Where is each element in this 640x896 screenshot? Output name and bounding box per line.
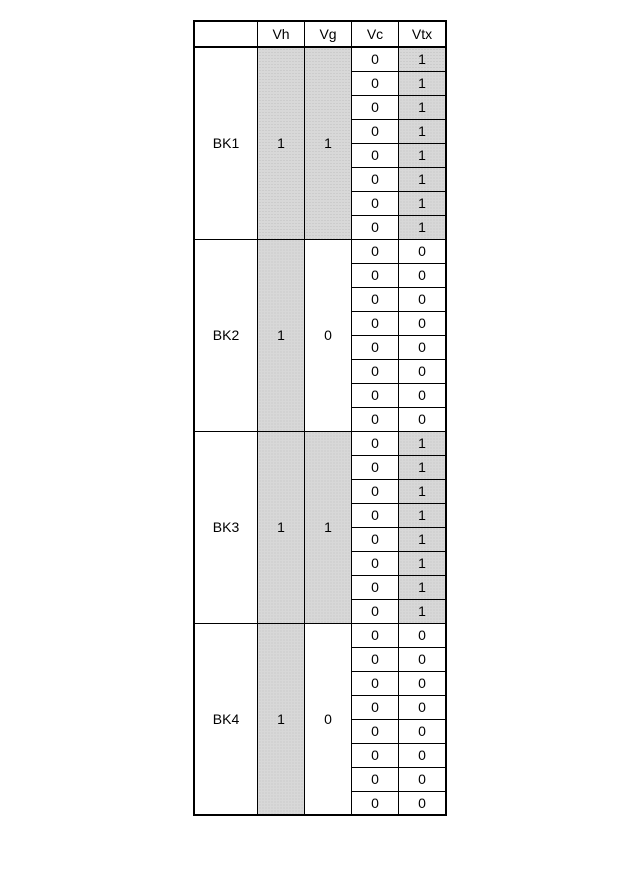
vc-cell: 0 [352, 47, 399, 71]
vc-cell: 0 [352, 455, 399, 479]
vtx-cell: 0 [399, 719, 447, 743]
vc-cell: 0 [352, 575, 399, 599]
vg-cell: 1 [305, 431, 352, 623]
vtx-cell: 0 [399, 647, 447, 671]
block-label: BK1 [194, 47, 258, 239]
vtx-cell: 1 [399, 95, 447, 119]
vc-cell: 0 [352, 431, 399, 455]
vc-cell: 0 [352, 647, 399, 671]
vtx-cell: 0 [399, 263, 447, 287]
vtx-cell: 1 [399, 71, 447, 95]
block-label: BK3 [194, 431, 258, 623]
vtx-cell: 1 [399, 455, 447, 479]
vc-cell: 0 [352, 239, 399, 263]
vc-cell: 0 [352, 503, 399, 527]
vtx-cell: 1 [399, 431, 447, 455]
vtx-cell: 1 [399, 479, 447, 503]
vtx-cell: 0 [399, 743, 447, 767]
vtx-cell: 0 [399, 407, 447, 431]
header-blank [194, 21, 258, 47]
vtx-cell: 0 [399, 383, 447, 407]
table-row: BK41000 [194, 623, 446, 647]
vc-cell: 0 [352, 119, 399, 143]
table-row: BK31101 [194, 431, 446, 455]
header-vc: Vc [352, 21, 399, 47]
vc-cell: 0 [352, 143, 399, 167]
vc-cell: 0 [352, 263, 399, 287]
vc-cell: 0 [352, 527, 399, 551]
vtx-cell: 0 [399, 287, 447, 311]
vtx-cell: 0 [399, 239, 447, 263]
vtx-cell: 1 [399, 143, 447, 167]
vtx-cell: 0 [399, 623, 447, 647]
vg-cell: 0 [305, 239, 352, 431]
vc-cell: 0 [352, 215, 399, 239]
vc-cell: 0 [352, 479, 399, 503]
vc-cell: 0 [352, 167, 399, 191]
vtx-cell: 0 [399, 767, 447, 791]
vc-cell: 0 [352, 191, 399, 215]
vtx-cell: 0 [399, 695, 447, 719]
vtx-cell: 0 [399, 335, 447, 359]
vc-cell: 0 [352, 71, 399, 95]
vtx-cell: 0 [399, 311, 447, 335]
vtx-cell: 0 [399, 359, 447, 383]
voltage-table: Vh Vg Vc Vtx BK1110101010101010101BK2100… [193, 20, 447, 816]
vtx-cell: 0 [399, 791, 447, 815]
vc-cell: 0 [352, 311, 399, 335]
vc-cell: 0 [352, 551, 399, 575]
vtx-cell: 1 [399, 503, 447, 527]
vg-cell: 1 [305, 47, 352, 239]
header-vtx: Vtx [399, 21, 447, 47]
vh-cell: 1 [258, 623, 305, 815]
vtx-cell: 1 [399, 47, 447, 71]
vh-cell: 1 [258, 239, 305, 431]
vtx-cell: 1 [399, 191, 447, 215]
vc-cell: 0 [352, 743, 399, 767]
table-body: BK1110101010101010101BK21000000000000000… [194, 47, 446, 815]
vc-cell: 0 [352, 335, 399, 359]
vg-cell: 0 [305, 623, 352, 815]
vc-cell: 0 [352, 383, 399, 407]
table-row: BK11101 [194, 47, 446, 71]
vc-cell: 0 [352, 599, 399, 623]
vc-cell: 0 [352, 695, 399, 719]
vtx-cell: 1 [399, 551, 447, 575]
vc-cell: 0 [352, 359, 399, 383]
header-vh: Vh [258, 21, 305, 47]
block-label: BK4 [194, 623, 258, 815]
vh-cell: 1 [258, 47, 305, 239]
table-row: BK21000 [194, 239, 446, 263]
vc-cell: 0 [352, 95, 399, 119]
vc-cell: 0 [352, 767, 399, 791]
vtx-cell: 1 [399, 215, 447, 239]
block-label: BK2 [194, 239, 258, 431]
vc-cell: 0 [352, 791, 399, 815]
vtx-cell: 0 [399, 671, 447, 695]
vtx-cell: 1 [399, 527, 447, 551]
vc-cell: 0 [352, 287, 399, 311]
vc-cell: 0 [352, 623, 399, 647]
vc-cell: 0 [352, 719, 399, 743]
vc-cell: 0 [352, 407, 399, 431]
vtx-cell: 1 [399, 599, 447, 623]
header-vg: Vg [305, 21, 352, 47]
vtx-cell: 1 [399, 167, 447, 191]
vh-cell: 1 [258, 431, 305, 623]
vc-cell: 0 [352, 671, 399, 695]
vtx-cell: 1 [399, 575, 447, 599]
vtx-cell: 1 [399, 119, 447, 143]
header-row: Vh Vg Vc Vtx [194, 21, 446, 47]
